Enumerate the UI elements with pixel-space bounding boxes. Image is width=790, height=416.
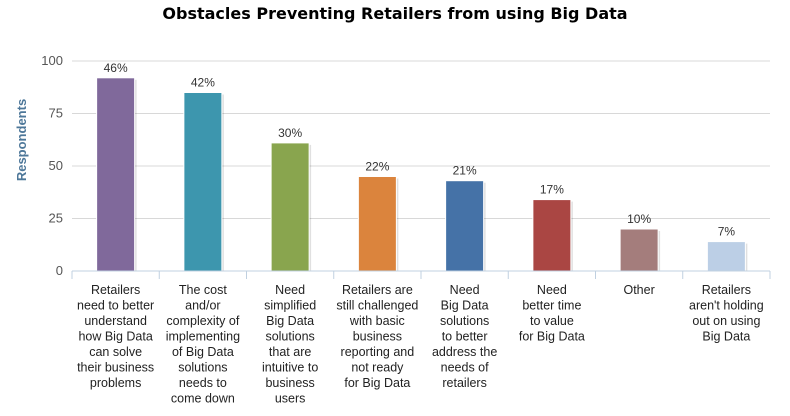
y-tick-label: 25 [49,211,63,226]
x-axis [71,270,771,279]
data-label: 21% [453,164,477,178]
category-labels: Retailers need to better understand how Big… [77,283,764,406]
gridlines [72,60,770,219]
bars [96,77,748,272]
x-tick-label: Need better time to value for Big Data [519,283,585,344]
data-label: 42% [191,76,215,90]
x-tick-label: Retailers aren't holding out on using Big D… [689,283,764,344]
data-label: 46% [104,61,128,75]
bar[interactable] [532,199,572,272]
bar[interactable] [445,180,485,272]
bar[interactable] [357,176,397,272]
bar[interactable] [96,77,136,272]
data-label: 30% [278,126,302,140]
x-tick-label: Other [623,283,654,297]
data-label: 22% [365,160,389,174]
y-tick-label: 0 [56,263,63,278]
y-axis-ticks: 0 25 50 75 100 [41,53,63,278]
y-tick-label: 100 [41,53,63,68]
data-label: 10% [627,212,651,226]
data-label: 7% [718,225,736,239]
y-axis-label: Respondents [14,99,29,181]
x-tick-label: Need simplified Big Data solutions that are i… [262,283,318,406]
y-tick-label: 75 [49,106,63,121]
chart-title: Obstacles Preventing Retailers from usin… [162,4,628,23]
data-label: 17% [540,183,564,197]
x-tick-label: The cost and/or complexity of implementing o… [166,283,240,406]
bar[interactable] [183,92,223,272]
bar[interactable] [270,142,310,272]
data-labels: 46% 42% 30% 22% 21% 17% 10% 7% [104,61,736,239]
bar[interactable] [619,228,659,272]
x-tick-label: Need Big Data solutions to better address th… [432,283,497,390]
x-tick-label: Retailers are still challenged with basic b… [336,283,418,390]
y-tick-label: 50 [49,158,63,173]
bar[interactable] [706,241,746,272]
x-tick-label: Retailers need to better understand how Big… [77,283,154,390]
